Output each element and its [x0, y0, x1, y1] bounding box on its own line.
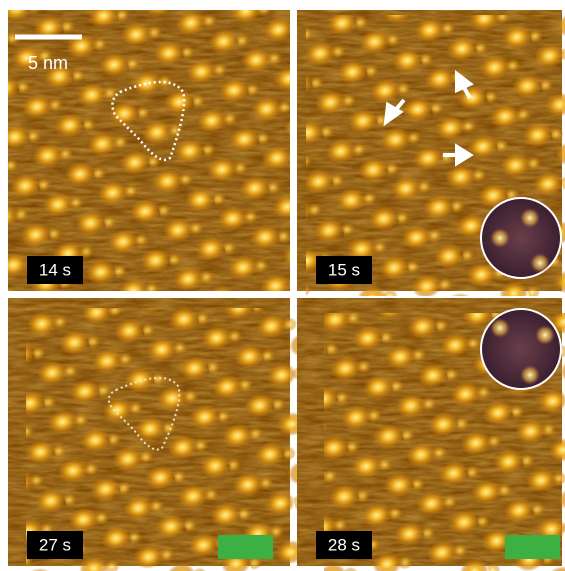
panels: 14 s 15 s 27 s 28 s [8, 10, 565, 571]
page: {"scale_bar": {"label": "5 nm"}, "panels… [0, 0, 565, 571]
time-label: 14 s [39, 260, 71, 279]
scale-bar-label: 5 nm [28, 53, 68, 73]
figure: 14 s 15 s 27 s 28 s 5 nm [0, 0, 565, 571]
green-marker [218, 535, 273, 559]
time-label: 15 s [328, 260, 360, 279]
time-label: 27 s [39, 535, 71, 554]
inset [481, 309, 561, 389]
inset [481, 198, 561, 278]
time-label: 28 s [328, 535, 360, 554]
image-panel: 27 s [8, 298, 308, 571]
green-marker [505, 535, 560, 559]
